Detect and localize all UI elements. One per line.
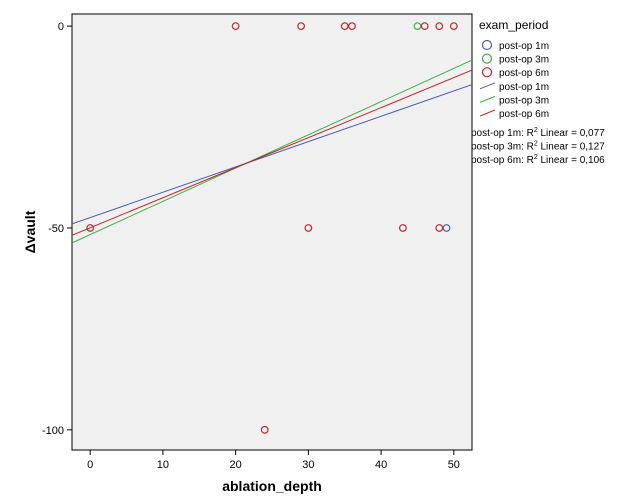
legend-line-swatch	[479, 95, 496, 103]
r2-suffix: Linear = 0,127	[538, 142, 605, 153]
r2-annotation: post-op 1m: R2 Linear = 0,077	[471, 127, 605, 139]
r2-suffix: Linear = 0,106	[538, 155, 605, 166]
data-point-post-op-6m	[297, 22, 305, 31]
data-point-post-op-6m	[420, 22, 429, 31]
legend-label: post-op 1m	[499, 82, 549, 93]
y-tick-label: 0	[58, 21, 64, 33]
y-tick-label: -50	[48, 223, 64, 235]
data-point-post-op-6m	[231, 22, 240, 31]
x-axis-title: ablation_depth	[222, 478, 322, 494]
legend-label: post-op 3m	[499, 55, 549, 66]
data-point-post-op-6m	[449, 22, 458, 31]
legend-marker	[481, 67, 493, 78]
legend-marker	[481, 53, 493, 64]
x-tick-label: 10	[157, 459, 169, 471]
legend-label: post-op 6m	[499, 68, 549, 79]
legend-label: post-op 3m	[499, 95, 549, 106]
data-point-post-op-6m	[304, 224, 313, 232]
r2-prefix: post-op 3m: R	[471, 142, 534, 153]
y-tick-label: -100	[42, 425, 64, 437]
r2-suffix: Linear = 0,077	[538, 128, 605, 139]
x-tick-label: 0	[87, 459, 93, 471]
legend-line-swatch	[479, 82, 496, 90]
r2-superscript: 2	[534, 141, 538, 148]
r2-annotation: post-op 6m: R2 Linear = 0,106	[471, 154, 605, 166]
legend-line-swatch	[479, 109, 496, 117]
fit-line-post-op-3m	[72, 59, 472, 244]
r2-prefix: post-op 6m: R	[471, 155, 534, 166]
y-axis-title: Δvault	[22, 210, 38, 253]
fit-line-post-op-6m	[72, 69, 472, 236]
data-point-post-op-6m	[86, 224, 95, 232]
data-point-post-op-6m	[399, 224, 407, 232]
data-point-post-op-6m	[340, 22, 349, 31]
x-tick-label: 20	[230, 459, 242, 471]
data-point-post-op-6m	[435, 22, 444, 31]
data-point-post-op-6m	[348, 22, 356, 31]
x-tick-label: 50	[448, 459, 460, 471]
r2-prefix: post-op 1m: R	[471, 128, 534, 139]
legend-label: post-op 1m	[499, 41, 549, 52]
data-point-post-op-1m	[442, 224, 451, 232]
r2-annotation: post-op 3m: R2 Linear = 0,127	[471, 141, 605, 153]
fit-line-post-op-1m	[72, 84, 472, 225]
r2-superscript: 2	[534, 127, 538, 134]
data-point-post-op-6m	[260, 425, 269, 434]
legend-marker	[481, 39, 493, 51]
r2-superscript: 2	[534, 154, 538, 161]
plot-area	[71, 13, 473, 451]
x-tick-label: 40	[375, 459, 387, 471]
data-point-post-op-3m	[413, 22, 422, 31]
data-point-post-op-6m	[435, 224, 444, 232]
x-tick-label: 30	[302, 459, 314, 471]
legend-label: post-op 6m	[499, 109, 549, 120]
legend-title: exam_period	[479, 18, 548, 32]
